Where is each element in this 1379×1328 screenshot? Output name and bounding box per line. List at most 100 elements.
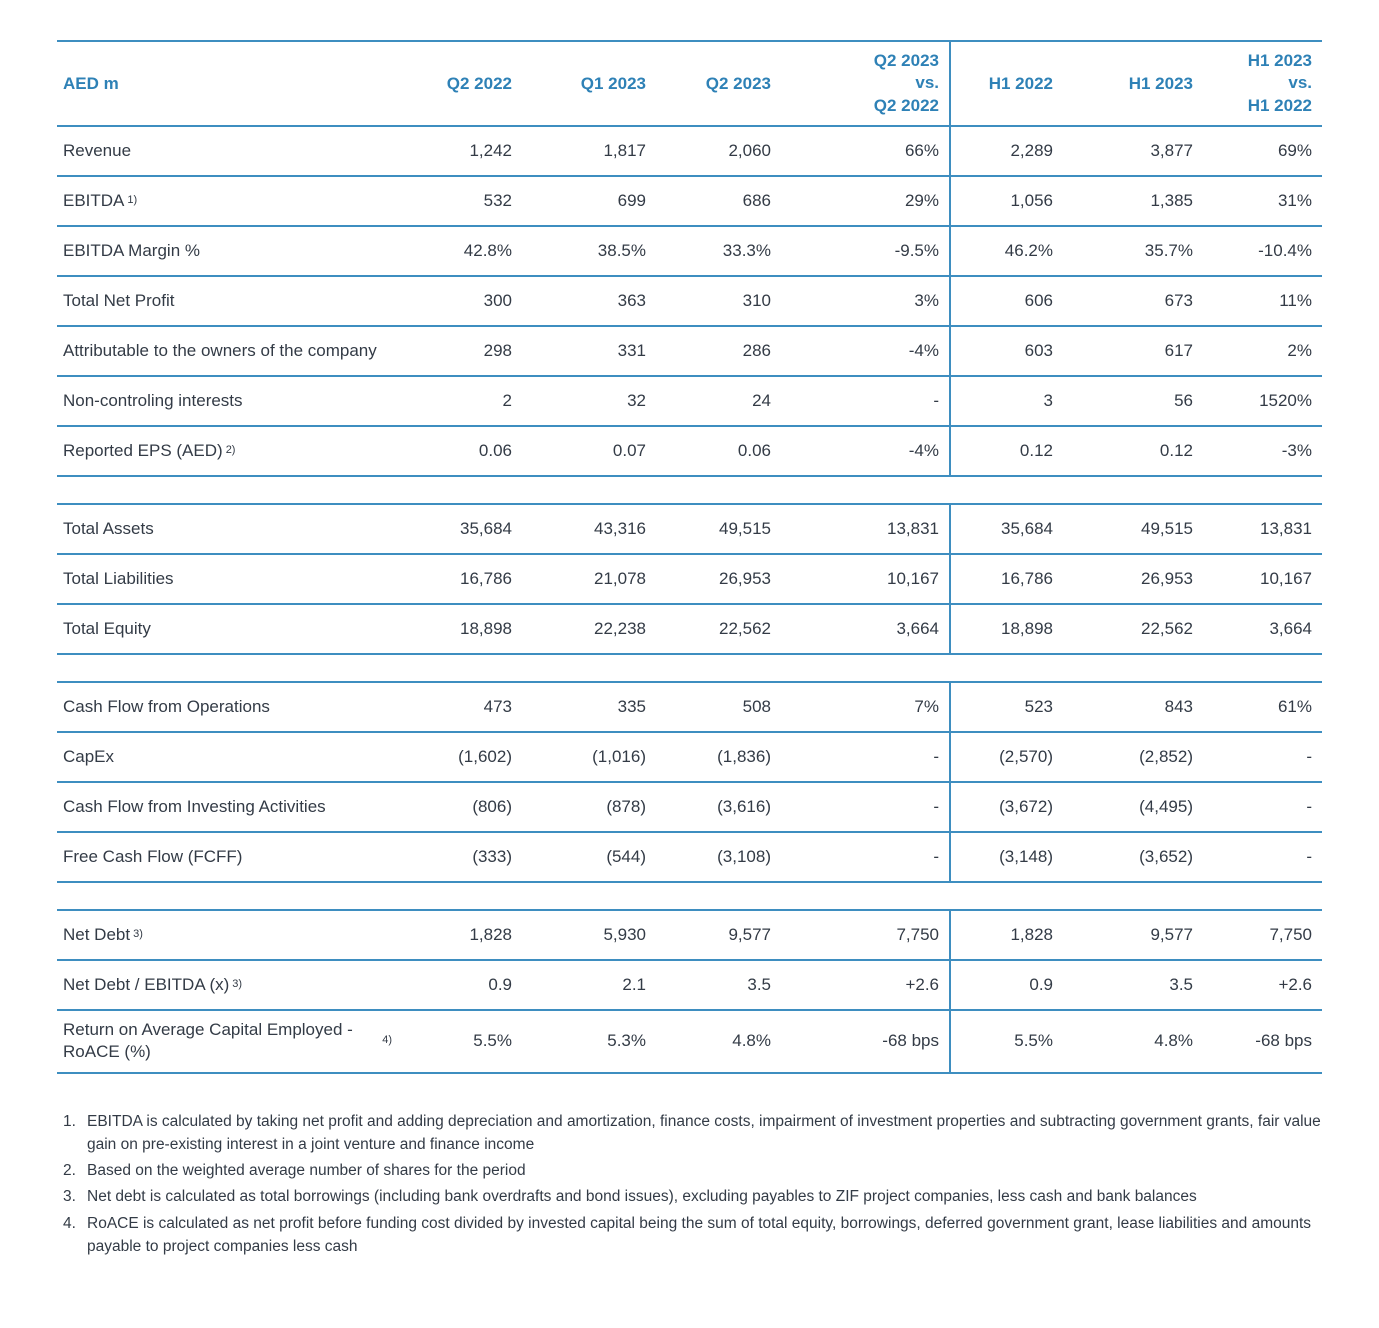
- cell-value: -: [781, 377, 951, 426]
- row-label: Free Cash Flow (FCFF): [63, 847, 243, 867]
- cell-value: (1,836): [717, 747, 771, 767]
- cell-value: (2,570): [999, 747, 1053, 767]
- cell-value: (3,148): [999, 847, 1053, 867]
- cell-value: 298: [483, 341, 512, 361]
- cell-value: -: [781, 833, 951, 882]
- footnote-number: 2.: [63, 1162, 76, 1179]
- section-debt-returns: Net Debt 3) 1,828 5,930 9,577 7,750 1,828…: [57, 909, 1322, 1074]
- cell-value: -: [1306, 797, 1312, 817]
- cell-value: 300: [483, 291, 512, 311]
- footnote-ref: 2): [225, 444, 236, 457]
- table-row-free-cash-flow: Free Cash Flow (FCFF) (333) (544) (3,108…: [57, 833, 1322, 884]
- cell-value: (806): [472, 797, 512, 817]
- footnote-item: 1. EBITDA is calculated by taking net pr…: [57, 1110, 1322, 1157]
- column-header-h1-2023: H1 2023: [1128, 73, 1193, 93]
- footnote-item: 2. Based on the weighted average number …: [57, 1159, 1322, 1182]
- cell-value: -: [1306, 847, 1312, 867]
- table-row-net-debt: Net Debt 3) 1,828 5,930 9,577 7,750 1,828…: [57, 911, 1322, 962]
- cell-value: 22,238: [594, 619, 646, 639]
- cell-value: 473: [483, 697, 512, 717]
- cell-value: 21,078: [594, 569, 646, 589]
- cell-value: 4.8%: [732, 1031, 771, 1051]
- cell-value: 3.5: [1169, 975, 1193, 995]
- row-label: Attributable to the owners of the compan…: [63, 341, 377, 361]
- cell-value: 5.5%: [473, 1031, 512, 1051]
- cell-value: 0.12: [1019, 441, 1053, 461]
- table-row-total-net-profit: Total Net Profit 300 363 310 3% 606 673 …: [57, 277, 1322, 328]
- cell-value: 1,242: [469, 141, 512, 161]
- cell-value: 532: [483, 191, 512, 211]
- cell-value: (4,495): [1139, 797, 1193, 817]
- cell-value: 13,831: [781, 505, 951, 554]
- cell-value: 16,786: [1001, 569, 1053, 589]
- cell-value: 43,316: [594, 519, 646, 539]
- cell-value: 56: [1174, 391, 1193, 411]
- column-header-h1-vs: H1 2023 vs. H1 2022: [1247, 51, 1312, 115]
- cell-value: (544): [606, 847, 646, 867]
- cell-value: 0.9: [1029, 975, 1053, 995]
- cell-value: 523: [1024, 697, 1053, 717]
- cell-value: 1520%: [1259, 391, 1312, 411]
- table-row-ebitda-margin: EBITDA Margin % 42.8% 38.5% 33.3% -9.5% …: [57, 227, 1322, 278]
- cell-value: +2.6: [781, 961, 951, 1010]
- cell-value: 9,577: [1150, 925, 1193, 945]
- cell-value: 31%: [1277, 191, 1312, 211]
- cell-value: 1,817: [603, 141, 646, 161]
- cell-value: 331: [617, 341, 646, 361]
- cell-value: 33.3%: [722, 241, 771, 261]
- cell-value: 2,289: [1010, 141, 1053, 161]
- footnote-number: 1.: [63, 1112, 76, 1130]
- footnote-number: 4.: [63, 1214, 76, 1232]
- cell-value: 5,930: [603, 925, 646, 945]
- column-header-q1-2023: Q1 2023: [580, 73, 646, 93]
- table-row-net-debt-ebitda: Net Debt / EBITDA (x) 3) 0.9 2.1 3.5 +2.6…: [57, 961, 1322, 1012]
- cell-value: 35.7%: [1144, 241, 1193, 261]
- cell-value: 7,750: [781, 911, 951, 960]
- table-header-row: AED m Q2 2022 Q1 2023 Q2 2023 Q2 2023 vs…: [57, 42, 1322, 128]
- column-header-h1-2022: H1 2022: [988, 73, 1053, 93]
- cell-value: 1,828: [1010, 925, 1053, 945]
- financial-results-page: AED m Q2 2022 Q1 2023 Q2 2023 Q2 2023 vs…: [57, 40, 1322, 1259]
- cell-value: 42.8%: [463, 241, 512, 261]
- cell-value: -: [781, 783, 951, 832]
- cell-value: (333): [472, 847, 512, 867]
- cell-value: 18,898: [1001, 619, 1053, 639]
- cell-value: 699: [617, 191, 646, 211]
- row-label: Total Net Profit: [63, 291, 175, 311]
- cell-value: 2,060: [728, 141, 771, 161]
- cell-value: 603: [1024, 341, 1053, 361]
- cell-value: 35,684: [460, 519, 512, 539]
- cell-value: -68 bps: [781, 1011, 951, 1072]
- cell-value: 1,056: [1010, 191, 1053, 211]
- cell-value: 3: [1043, 391, 1053, 411]
- cell-value: 363: [617, 291, 646, 311]
- column-header-q2-2023: Q2 2023: [705, 73, 771, 93]
- row-label: Total Equity: [63, 619, 151, 639]
- row-label: Revenue: [63, 141, 132, 161]
- cell-value: 3,664: [781, 605, 951, 654]
- footnote-ref: 1): [127, 194, 138, 207]
- section-cash-flow: Cash Flow from Operations 473 335 508 7%…: [57, 681, 1322, 884]
- cell-value: (3,616): [717, 797, 771, 817]
- footnote-text: Net debt is calculated as total borrowin…: [87, 1188, 1197, 1206]
- cell-value: 606: [1024, 291, 1053, 311]
- cell-value: 22,562: [719, 619, 771, 639]
- cell-value: 9,577: [728, 925, 771, 945]
- cell-value: 7%: [781, 683, 951, 732]
- cell-value: -9.5%: [781, 227, 951, 276]
- cell-value: 1,828: [469, 925, 512, 945]
- footnotes-list: 1. EBITDA is calculated by taking net pr…: [57, 1110, 1322, 1259]
- cell-value: 49,515: [1141, 519, 1193, 539]
- cell-value: 24: [752, 391, 771, 411]
- table-row-capex: CapEx (1,602) (1,016) (1,836) - (2,570) …: [57, 733, 1322, 784]
- unit-label: AED m: [63, 73, 119, 93]
- row-label: Cash Flow from Investing Activities: [63, 797, 326, 817]
- table-row-total-liabilities: Total Liabilities 16,786 21,078 26,953 1…: [57, 555, 1322, 606]
- cell-value: 617: [1164, 341, 1193, 361]
- cell-value: -3%: [1281, 441, 1312, 461]
- cell-value: 3,877: [1150, 141, 1193, 161]
- cell-value: 26,953: [1141, 569, 1193, 589]
- cell-value: (3,652): [1139, 847, 1193, 867]
- cell-value: (1,016): [592, 747, 646, 767]
- cell-value: (2,852): [1139, 747, 1193, 767]
